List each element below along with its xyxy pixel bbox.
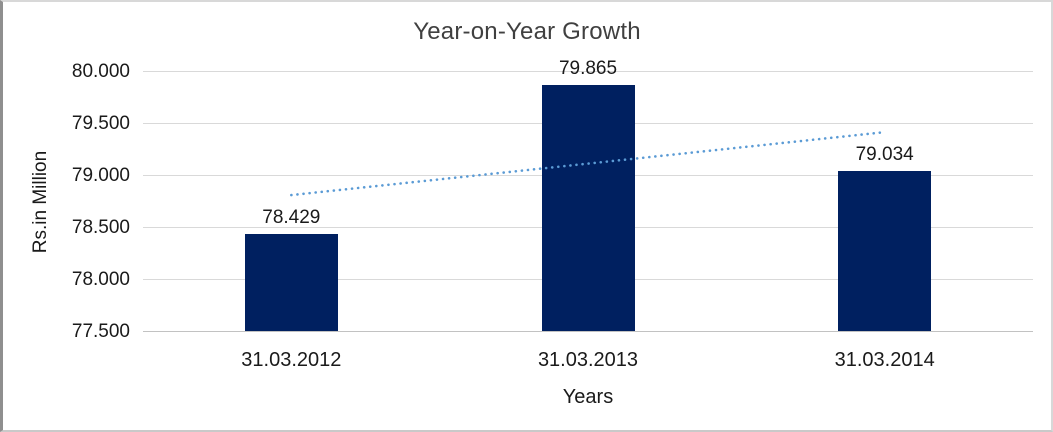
x-category-label: 31.03.2014 xyxy=(834,349,935,371)
x-axis-line xyxy=(143,330,1033,332)
bar xyxy=(541,85,635,331)
y-tick-label: 77.500 xyxy=(71,320,130,342)
bar-value-label: 79.865 xyxy=(558,58,618,80)
bar-value-label: 78.429 xyxy=(262,207,321,229)
y-tick-label: 79.500 xyxy=(71,112,130,134)
chart-title: Year-on-Year Growth xyxy=(413,18,641,45)
y-tick-label: 80.000 xyxy=(71,60,130,82)
gridline xyxy=(143,70,1033,72)
x-category-label: 31.03.2013 xyxy=(537,349,639,371)
y-axis-title: Rs.in Million xyxy=(30,150,51,254)
bar xyxy=(244,234,338,331)
y-tick-label: 78.000 xyxy=(71,268,130,290)
bar-value-label: 79.034 xyxy=(855,144,914,166)
x-axis-title: Years xyxy=(562,386,614,408)
y-tick-label: 78.500 xyxy=(71,216,130,238)
bar xyxy=(838,171,932,331)
x-category-label: 31.03.2012 xyxy=(241,349,342,371)
y-tick-label: 79.000 xyxy=(71,164,130,186)
